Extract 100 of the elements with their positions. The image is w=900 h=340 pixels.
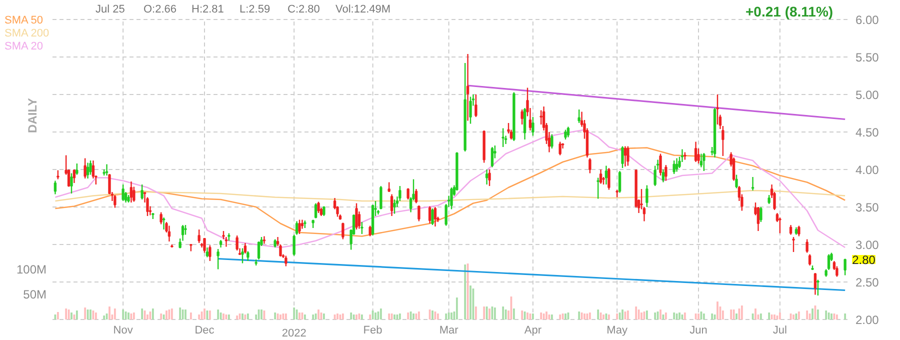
candlestick: [474, 94, 478, 118]
candlestick: [162, 216, 166, 230]
candlestick: [70, 172, 73, 194]
y-tick-label: 4.50: [856, 126, 880, 140]
candlestick: [203, 238, 206, 254]
candlestick: [428, 206, 432, 224]
candlestick: [368, 225, 372, 237]
candlestick: [808, 254, 812, 266]
candlestick: [608, 167, 610, 190]
candlestick: [262, 236, 266, 244]
x-tick-label: Apr: [524, 324, 542, 336]
candlestick: [789, 224, 792, 236]
candlestick: [694, 141, 698, 163]
text: Jul 25: [96, 4, 125, 16]
text: H:2.81: [192, 4, 224, 16]
candlestick: [700, 153, 703, 168]
candlestick: [241, 248, 244, 264]
candlestick: [760, 206, 762, 223]
candlestick: [490, 146, 494, 168]
candlestick: [588, 158, 592, 174]
candlestick: [532, 116, 534, 136]
x-tick-label: 2022: [282, 328, 306, 340]
candlestick: [466, 53, 470, 122]
annotation: 2.80: [852, 253, 876, 267]
candlestick: [732, 156, 736, 182]
candlestick: [659, 153, 662, 176]
x-tick-label: Dec: [194, 324, 215, 336]
candlestick: [257, 240, 260, 260]
candlestick: [105, 164, 108, 176]
text: C:2.80: [288, 4, 320, 16]
y-tick-label: 3.00: [856, 238, 880, 252]
candlestick: [206, 246, 209, 258]
candlestick: [578, 108, 580, 124]
candlestick: [646, 184, 648, 208]
candlestick: [814, 272, 817, 296]
candlestick: [414, 188, 418, 204]
candlestick: [751, 176, 754, 192]
candlestick: [624, 146, 627, 168]
candlestick: [566, 126, 570, 138]
candlestick: [360, 221, 364, 235]
candlestick: [621, 146, 624, 169]
y-tick-label: 2.50: [856, 276, 880, 290]
x-tick-label: Jun: [690, 324, 708, 336]
candlestick: [160, 212, 162, 225]
candlestick: [380, 185, 382, 210]
candlestick: [342, 222, 344, 240]
candlestick: [778, 216, 782, 234]
candlestick: [390, 194, 394, 217]
text: SMA 20: [4, 40, 44, 52]
candlestick: [735, 174, 738, 189]
candlestick: [355, 202, 358, 230]
candlestick: [314, 202, 318, 219]
candlestick: [393, 198, 396, 214]
candlestick: [168, 225, 171, 242]
candlestick: [284, 255, 288, 267]
candlestick: [604, 165, 608, 186]
candlestick: [564, 129, 567, 140]
candlestick: [662, 168, 665, 183]
x-tick-label: Feb: [363, 324, 382, 336]
candlestick: [122, 184, 124, 202]
candlestick: [216, 248, 220, 270]
candlestick: [54, 180, 57, 195]
text: L:2.59: [240, 4, 270, 16]
text: DAILY: [26, 98, 40, 133]
candlestick: [664, 164, 668, 182]
candlestick: [236, 234, 238, 252]
candlestick: [89, 160, 92, 176]
candlestick: [626, 146, 630, 166]
y-tick-label: 4.00: [856, 163, 880, 177]
candlestick: [702, 152, 706, 172]
candlestick: [317, 201, 320, 214]
candlestick: [792, 236, 795, 253]
candlestick: [76, 162, 78, 176]
candlestick: [520, 108, 524, 126]
candlestick: [72, 168, 76, 184]
candlestick: [798, 225, 800, 237]
y-tick-label: 3.50: [856, 200, 880, 214]
y-tick-label: 5.50: [856, 50, 880, 64]
y-tick-label: 2.00: [856, 313, 880, 327]
text: SMA 50: [4, 14, 44, 26]
candlestick: [502, 128, 504, 148]
candlestick: [86, 162, 90, 180]
line-series: [54, 190, 846, 202]
candlestick: [523, 107, 526, 140]
candlestick: [806, 238, 808, 254]
candlestick: [844, 258, 846, 276]
candlestick: [675, 158, 678, 172]
text: Vol:12.49M: [336, 4, 391, 16]
candlestick: [672, 160, 676, 175]
y2-tick-label: 50M: [23, 288, 47, 302]
candlestick: [488, 168, 491, 187]
candlestick: [596, 177, 600, 200]
candlestick: [198, 228, 200, 244]
candlestick: [208, 244, 212, 262]
candlestick: [292, 234, 296, 256]
candlestick: [558, 141, 562, 156]
candlestick: [599, 168, 602, 184]
candlestick: [130, 180, 133, 204]
candlestick: [434, 206, 437, 228]
line-series: [54, 147, 846, 237]
